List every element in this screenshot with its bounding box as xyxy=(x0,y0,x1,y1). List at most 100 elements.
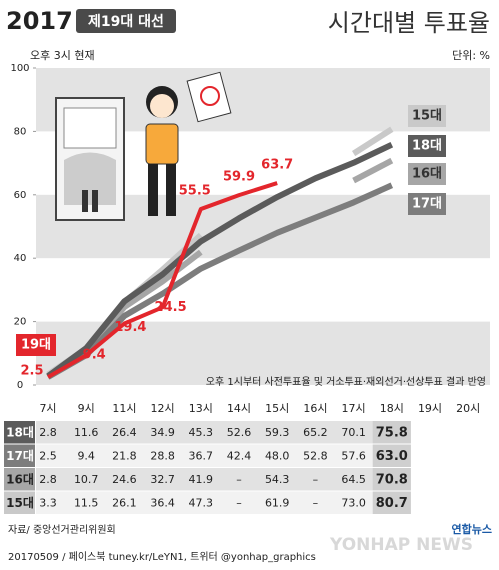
legend-box xyxy=(408,163,446,185)
ballot xyxy=(186,71,232,123)
table-row xyxy=(36,421,411,444)
data-label: 55.5 xyxy=(179,184,211,199)
table-cell: 24.6 xyxy=(112,473,137,486)
x-tick-label: 19시 xyxy=(418,402,442,415)
footer: 20170509 / 페이스북 tuney.kr/LeYN1, 트위터 @yon… xyxy=(8,550,316,563)
table-cell: 63.0 xyxy=(376,449,408,464)
x-tick-label: 9시 xyxy=(78,402,95,415)
table-row xyxy=(36,468,411,491)
table-highlight xyxy=(372,421,411,444)
table-highlight xyxy=(372,468,411,491)
row-label: 18대 xyxy=(6,425,34,439)
unit: 단위: % xyxy=(452,49,490,62)
leg xyxy=(148,164,158,216)
table-cell: 48.0 xyxy=(265,449,290,462)
table-cell: 54.3 xyxy=(265,473,290,486)
table-cell: 3.3 xyxy=(39,496,57,509)
table-cell: – xyxy=(313,496,319,509)
legend-box xyxy=(408,135,446,157)
table-cell: 47.3 xyxy=(189,496,214,509)
table-cell: 59.3 xyxy=(265,426,290,439)
booth-curtain xyxy=(64,152,116,205)
x-tick-label: 7시 xyxy=(39,402,56,415)
legend-label: 19대 xyxy=(21,338,51,353)
x-tick-label: 13시 xyxy=(189,402,213,415)
shirt xyxy=(145,123,179,165)
face xyxy=(150,94,174,118)
y-tick-label: 100 xyxy=(10,63,29,74)
data-label: 59.9 xyxy=(223,170,255,185)
watermark: YONHAP NEWS xyxy=(329,535,473,555)
x-tick-label: 20시 xyxy=(456,402,480,415)
table-cell: 32.7 xyxy=(150,473,175,486)
table-cell: 2.8 xyxy=(39,473,57,486)
table-cell: 65.2 xyxy=(303,426,328,439)
legend-box xyxy=(408,105,446,127)
brand: 연합뉴스 xyxy=(452,522,492,536)
row-label: 17대 xyxy=(6,449,34,463)
row-label: 15대 xyxy=(6,496,34,510)
legend-label: 15대 xyxy=(412,109,442,124)
table-row xyxy=(36,491,411,514)
table-cell: 70.8 xyxy=(376,472,408,487)
illustration xyxy=(55,71,232,221)
table-cell: 9.4 xyxy=(77,449,95,462)
leg xyxy=(92,190,98,212)
x-tick-label: 16시 xyxy=(303,402,327,415)
table-cell: 57.6 xyxy=(341,449,366,462)
table-cell: 26.1 xyxy=(112,496,137,509)
data-label: 24.5 xyxy=(155,300,187,315)
table-cell: 26.4 xyxy=(112,426,137,439)
row-label-cell xyxy=(4,491,35,514)
table-cell: 10.7 xyxy=(74,473,99,486)
chart-title: 시간대별 투표율 xyxy=(328,9,490,37)
table-cell: 2.8 xyxy=(39,426,57,439)
row-label-cell xyxy=(4,444,35,467)
legend-label: 17대 xyxy=(412,197,442,212)
subtitle: 오후 3시 현재 xyxy=(30,49,95,62)
table-cell: 36.7 xyxy=(189,449,214,462)
table-cell: 28.8 xyxy=(150,449,175,462)
data-label: 19.4 xyxy=(114,320,146,335)
legend-label: 18대 xyxy=(412,139,442,154)
table-cell: 80.7 xyxy=(376,496,408,511)
table-cell: 11.5 xyxy=(74,496,99,509)
y-tick-label: 20 xyxy=(14,317,27,328)
series-line xyxy=(47,181,278,379)
table-cell: 73.0 xyxy=(341,496,366,509)
annotation: 오후 1시부터 사전투표율 및 거소투표·재외선거·선상투표 결과 반영 xyxy=(206,376,486,388)
booth-sign xyxy=(63,107,117,149)
table-cell: 41.9 xyxy=(189,473,214,486)
table-cell: 11.6 xyxy=(74,426,99,439)
table-cell: 70.1 xyxy=(341,426,366,439)
y-tick-label: 60 xyxy=(14,190,27,201)
x-tick-label: 18시 xyxy=(380,402,404,415)
table-cell: 75.8 xyxy=(376,425,408,440)
y-tick-label: 0 xyxy=(17,380,23,391)
row-label-cell xyxy=(4,421,35,444)
table-cell: 61.9 xyxy=(265,496,290,509)
data-label: 2.5 xyxy=(20,364,43,379)
x-tick-label: 11시 xyxy=(112,402,136,415)
table-cell: – xyxy=(236,496,242,509)
table-cell: 36.4 xyxy=(150,496,175,509)
table-cell: 34.9 xyxy=(150,426,175,439)
source: 자료/ 중앙선거관리위원회 xyxy=(8,523,116,536)
leg xyxy=(82,190,88,212)
x-tick-label: 17시 xyxy=(342,402,366,415)
x-tick-label: 12시 xyxy=(151,402,175,415)
legend-box xyxy=(408,193,446,215)
legend-label: 16대 xyxy=(412,167,442,182)
y-tick-label: 80 xyxy=(14,126,27,137)
row-label: 16대 xyxy=(6,472,34,486)
table-cell: 45.3 xyxy=(189,426,214,439)
table-cell: 2.5 xyxy=(39,449,57,462)
x-tick-label: 14시 xyxy=(227,402,251,415)
table-highlight xyxy=(372,444,411,467)
table-cell: 42.4 xyxy=(227,449,252,462)
series-line xyxy=(46,182,394,380)
x-tick-label: 15시 xyxy=(265,402,289,415)
data-label: 9.4 xyxy=(83,348,106,363)
table-cell: 21.8 xyxy=(112,449,137,462)
